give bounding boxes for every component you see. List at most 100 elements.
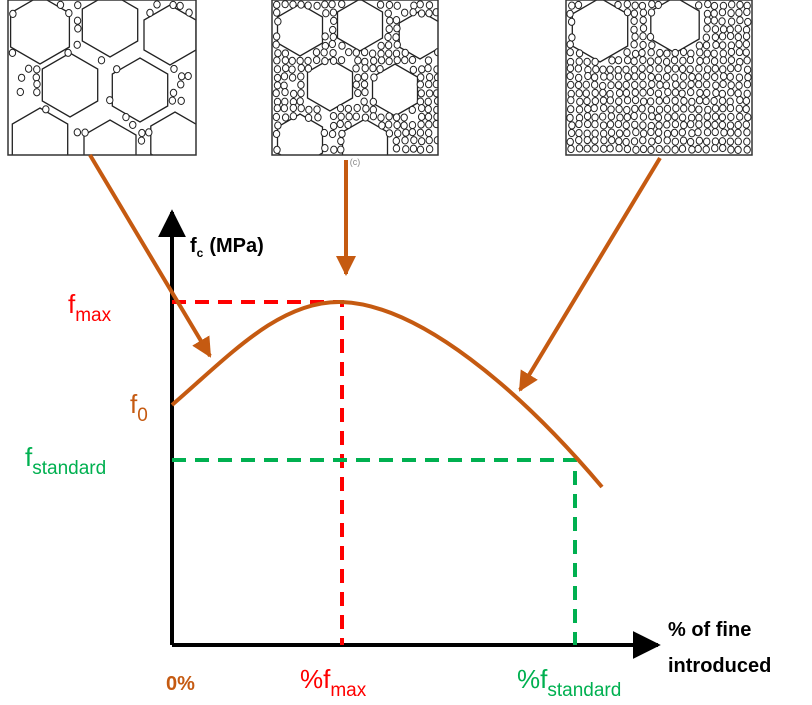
fine-grain bbox=[639, 40, 647, 50]
fine-grain bbox=[719, 56, 728, 65]
fine-grain bbox=[567, 144, 575, 154]
fine-grain bbox=[384, 41, 393, 50]
fine-grain bbox=[360, 48, 369, 57]
fine-grain bbox=[735, 8, 743, 17]
fine-grain bbox=[153, 0, 161, 9]
fine-grain bbox=[671, 88, 680, 97]
fine-grain bbox=[329, 48, 337, 58]
panel-frame bbox=[565, 0, 753, 156]
fine-grain bbox=[718, 96, 727, 106]
fine-grain bbox=[711, 33, 720, 42]
fine-grain bbox=[703, 9, 712, 18]
fine-grain bbox=[727, 8, 735, 18]
fine-grain bbox=[742, 40, 751, 49]
fine-grain bbox=[424, 56, 433, 65]
fine-grain bbox=[368, 49, 377, 58]
fine-grain bbox=[671, 145, 679, 154]
fine-grain bbox=[361, 88, 369, 97]
fine-grain bbox=[663, 49, 671, 58]
fine-grain bbox=[702, 41, 711, 50]
fine-grain bbox=[582, 89, 590, 98]
fine-grain bbox=[336, 104, 345, 113]
fine-grain bbox=[304, 64, 313, 73]
fine-grain bbox=[425, 89, 434, 98]
fine-grain bbox=[678, 89, 686, 98]
fine-grain bbox=[664, 65, 672, 74]
fine-grain bbox=[377, 113, 385, 122]
fine-grain bbox=[711, 72, 719, 82]
fine-grain bbox=[646, 97, 655, 106]
fine-grain bbox=[615, 105, 623, 114]
fine-grain bbox=[703, 88, 711, 98]
fine-grain bbox=[273, 65, 282, 74]
fine-grain bbox=[384, 120, 393, 129]
fine-grain bbox=[417, 104, 426, 113]
fine-grain bbox=[424, 97, 432, 106]
fine-grain bbox=[734, 128, 742, 137]
fine-grain bbox=[392, 49, 401, 58]
fine-grain bbox=[362, 104, 370, 113]
fine-grain bbox=[32, 73, 41, 82]
fine-grain bbox=[361, 113, 370, 122]
fine-grain bbox=[678, 144, 687, 153]
fine-grain bbox=[671, 73, 679, 82]
fine-grain bbox=[607, 128, 616, 137]
fine-grain bbox=[338, 41, 346, 50]
fine-grain bbox=[727, 81, 735, 90]
fine-grain bbox=[97, 56, 106, 65]
fine-grain bbox=[742, 48, 750, 57]
coarse-grain bbox=[150, 111, 196, 155]
fine-grain bbox=[696, 56, 704, 66]
fine-grain bbox=[744, 73, 752, 82]
fine-grain bbox=[614, 81, 623, 90]
fine-grain bbox=[185, 8, 193, 17]
fine-grain bbox=[400, 8, 409, 17]
fine-grain bbox=[566, 113, 574, 122]
fine-grain bbox=[274, 49, 282, 58]
fine-grain bbox=[574, 73, 583, 82]
fine-grain bbox=[352, 64, 360, 73]
fine-grain bbox=[321, 56, 329, 66]
fine-grain bbox=[410, 1, 418, 10]
fine-grain bbox=[408, 128, 417, 137]
fine-grain bbox=[599, 129, 608, 138]
fine-grain bbox=[631, 32, 639, 41]
fine-grain bbox=[416, 0, 424, 9]
fine-grain bbox=[336, 119, 344, 129]
fine-grain bbox=[418, 65, 426, 74]
fine-grain bbox=[591, 88, 599, 98]
fine-grain bbox=[425, 73, 434, 82]
fine-grain bbox=[328, 39, 337, 49]
fine-grain bbox=[670, 128, 679, 138]
fine-grain bbox=[703, 120, 712, 129]
fine-grain bbox=[401, 48, 409, 57]
fine-grain bbox=[74, 1, 82, 10]
fine-grain bbox=[592, 65, 600, 74]
fine-grain bbox=[337, 145, 345, 154]
fine-grain bbox=[727, 88, 735, 97]
fine-grain bbox=[424, 112, 433, 121]
fine-grain bbox=[591, 96, 600, 106]
fine-grain bbox=[392, 16, 401, 25]
fine-grain bbox=[710, 1, 719, 11]
fine-grain bbox=[663, 72, 671, 81]
fine-grain bbox=[639, 80, 647, 89]
fine-grain bbox=[583, 135, 592, 145]
fine-grain bbox=[289, 0, 297, 9]
fine-grain bbox=[74, 24, 82, 33]
fine-grain bbox=[623, 105, 631, 115]
fine-grain bbox=[632, 145, 640, 154]
f0-label: f0 bbox=[130, 389, 148, 426]
fine-grain bbox=[704, 0, 712, 9]
fine-grain bbox=[735, 40, 743, 49]
fine-grain bbox=[743, 7, 751, 17]
fine-grain bbox=[337, 112, 345, 121]
panel-frame bbox=[271, 0, 439, 156]
fine-grain bbox=[662, 81, 671, 90]
panel-arrow bbox=[518, 156, 662, 392]
fine-grain bbox=[734, 120, 742, 130]
fine-grain bbox=[615, 129, 624, 138]
fine-grain bbox=[614, 0, 622, 10]
fine-grain bbox=[345, 112, 353, 121]
fine-grain bbox=[743, 65, 752, 74]
